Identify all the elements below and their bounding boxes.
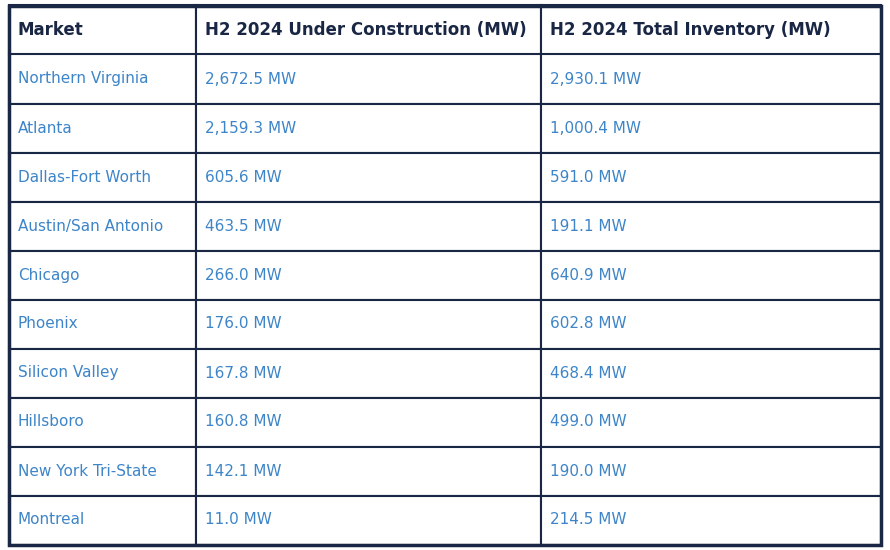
Bar — [541, 6, 881, 54]
Bar — [9, 496, 197, 544]
Text: Silicon Valley: Silicon Valley — [18, 366, 118, 381]
Bar — [197, 300, 541, 349]
Bar — [9, 54, 197, 103]
Bar — [541, 300, 881, 349]
Text: H2 2024 Total Inventory (MW): H2 2024 Total Inventory (MW) — [550, 21, 830, 39]
Bar — [541, 201, 881, 250]
Bar — [9, 300, 197, 349]
Text: 1,000.4 MW: 1,000.4 MW — [550, 120, 641, 135]
Text: 11.0 MW: 11.0 MW — [206, 513, 272, 527]
Bar — [197, 54, 541, 103]
Text: 191.1 MW: 191.1 MW — [550, 218, 627, 234]
Bar — [197, 398, 541, 447]
Bar — [9, 6, 197, 54]
Text: 266.0 MW: 266.0 MW — [206, 267, 282, 283]
Text: 591.0 MW: 591.0 MW — [550, 169, 627, 184]
Text: 190.0 MW: 190.0 MW — [550, 464, 627, 478]
Bar — [9, 250, 197, 300]
Bar — [9, 201, 197, 250]
Bar — [197, 6, 541, 54]
Text: 176.0 MW: 176.0 MW — [206, 316, 282, 332]
Bar — [541, 152, 881, 201]
Bar — [197, 496, 541, 544]
Bar — [197, 349, 541, 398]
Bar — [541, 496, 881, 544]
Text: Market: Market — [18, 21, 84, 39]
Text: 214.5 MW: 214.5 MW — [550, 513, 627, 527]
Text: Dallas-Fort Worth: Dallas-Fort Worth — [18, 169, 150, 184]
Text: 602.8 MW: 602.8 MW — [550, 316, 627, 332]
Text: Northern Virginia: Northern Virginia — [18, 72, 149, 86]
Text: 2,672.5 MW: 2,672.5 MW — [206, 72, 296, 86]
Text: Hillsboro: Hillsboro — [18, 415, 85, 430]
Text: Atlanta: Atlanta — [18, 120, 73, 135]
Bar — [541, 349, 881, 398]
Bar — [541, 103, 881, 152]
Bar — [9, 398, 197, 447]
Text: 640.9 MW: 640.9 MW — [550, 267, 627, 283]
Text: Austin/San Antonio: Austin/San Antonio — [18, 218, 163, 234]
Text: 2,159.3 MW: 2,159.3 MW — [206, 120, 296, 135]
Text: 167.8 MW: 167.8 MW — [206, 366, 282, 381]
Bar — [197, 201, 541, 250]
Bar — [197, 447, 541, 496]
Bar — [197, 103, 541, 152]
Text: New York Tri-State: New York Tri-State — [18, 464, 157, 478]
Bar — [541, 54, 881, 103]
Bar — [9, 152, 197, 201]
Text: 2,930.1 MW: 2,930.1 MW — [550, 72, 641, 86]
Text: 142.1 MW: 142.1 MW — [206, 464, 282, 478]
Bar — [197, 250, 541, 300]
Text: Phoenix: Phoenix — [18, 316, 78, 332]
Bar — [541, 398, 881, 447]
Text: Chicago: Chicago — [18, 267, 79, 283]
Bar — [197, 152, 541, 201]
Text: H2 2024 Under Construction (MW): H2 2024 Under Construction (MW) — [206, 21, 527, 39]
Bar — [9, 103, 197, 152]
Text: 499.0 MW: 499.0 MW — [550, 415, 627, 430]
Text: 468.4 MW: 468.4 MW — [550, 366, 627, 381]
Text: 160.8 MW: 160.8 MW — [206, 415, 282, 430]
Text: 605.6 MW: 605.6 MW — [206, 169, 282, 184]
Text: 463.5 MW: 463.5 MW — [206, 218, 282, 234]
Bar — [541, 447, 881, 496]
Text: Montreal: Montreal — [18, 513, 85, 527]
Bar — [9, 447, 197, 496]
Bar — [9, 349, 197, 398]
Bar — [541, 250, 881, 300]
